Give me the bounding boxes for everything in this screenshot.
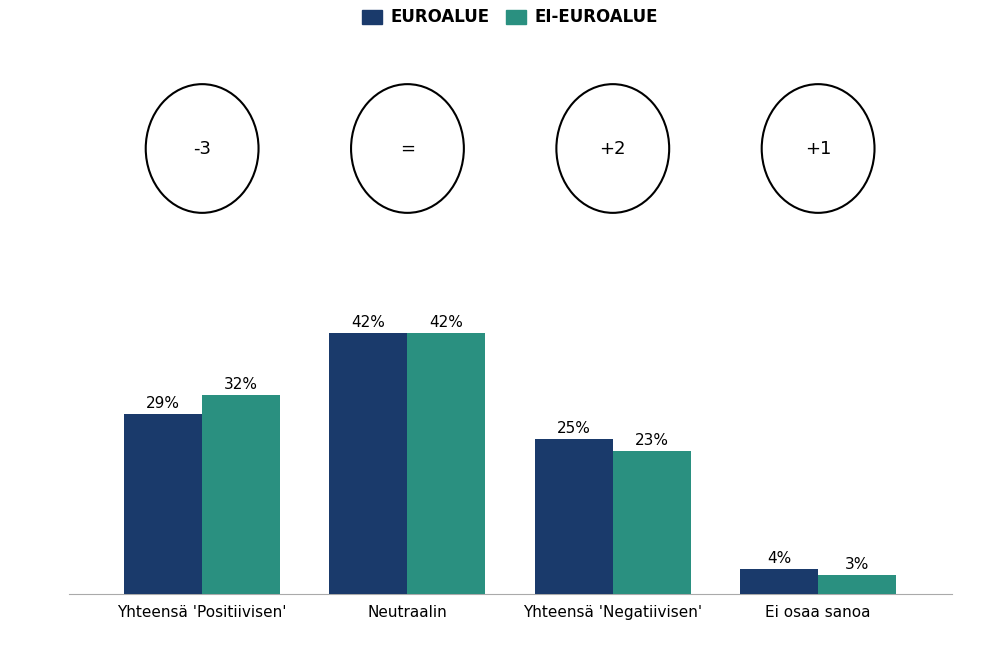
Bar	[535, 439, 613, 594]
Bar	[202, 395, 281, 594]
Text: 3%: 3%	[845, 557, 869, 572]
Legend: EUROALUE, EI-EUROALUE: EUROALUE, EI-EUROALUE	[362, 9, 658, 26]
Text: 42%: 42%	[430, 315, 463, 330]
Text: =: =	[400, 139, 415, 158]
Text: 4%: 4%	[767, 551, 792, 566]
Bar	[407, 333, 486, 594]
Text: 23%: 23%	[635, 433, 669, 448]
Bar	[125, 414, 202, 594]
Text: +2: +2	[599, 139, 626, 158]
Text: 29%: 29%	[146, 396, 181, 411]
Text: +1: +1	[805, 139, 831, 158]
Text: 42%: 42%	[351, 315, 386, 330]
Text: 32%: 32%	[224, 378, 258, 392]
Bar	[818, 576, 896, 594]
Bar	[740, 569, 818, 594]
Text: -3: -3	[193, 139, 211, 158]
Bar	[613, 451, 691, 594]
Bar	[330, 333, 407, 594]
Text: 25%: 25%	[557, 421, 591, 436]
